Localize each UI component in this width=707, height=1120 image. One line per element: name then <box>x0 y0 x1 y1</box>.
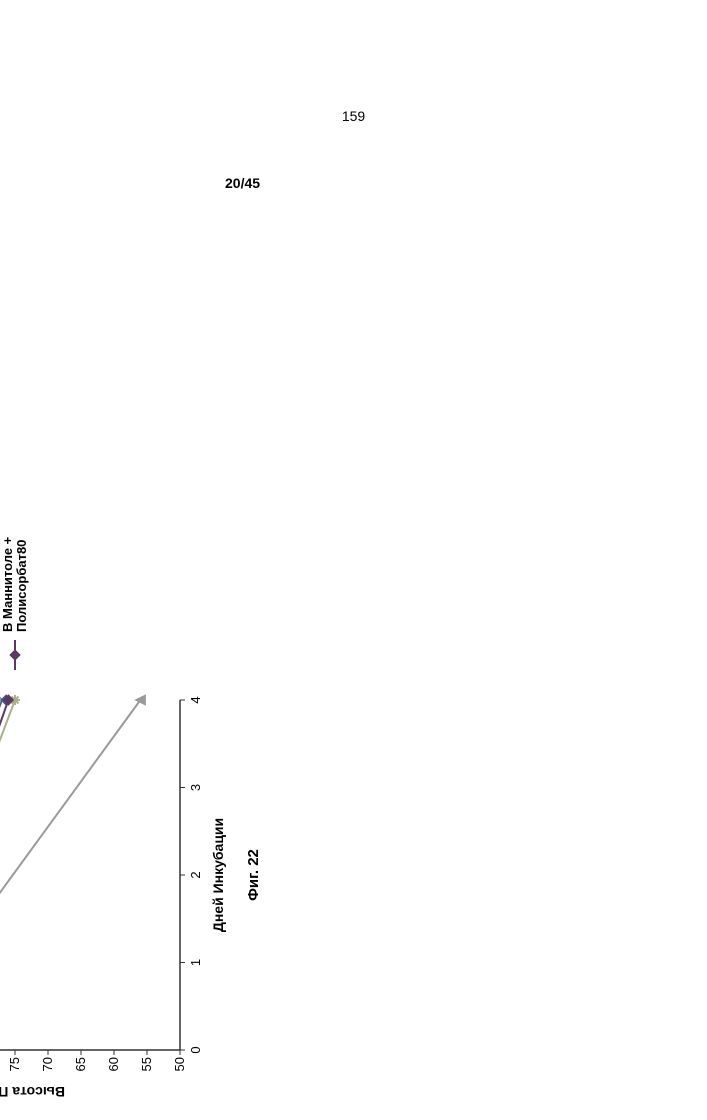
y-tick-label: 50 <box>172 1057 187 1095</box>
x-tick-label: 3 <box>188 778 203 798</box>
x-tick-label: 2 <box>188 865 203 885</box>
x-axis-label: Дней Инкубации <box>210 700 226 1050</box>
figure-caption: Фиг. 22 <box>245 700 262 1050</box>
y-tick-label: 55 <box>139 1057 154 1095</box>
x-tick-label: 0 <box>188 1040 203 1060</box>
legend-label: В Маннитоле +Полисорбат80 <box>1 537 30 632</box>
chart-rotated-wrap: 01234 50556065707580859095100 Дней Инкуб… <box>0 480 380 1120</box>
y-tick-label: 60 <box>106 1057 121 1095</box>
plot-svg <box>0 690 190 1120</box>
x-tick-label: 1 <box>188 953 203 973</box>
page-number: 159 <box>0 108 707 124</box>
page: 159 20/45 01234 50556065707580859095100 … <box>0 0 707 1000</box>
sub-header: 20/45 <box>225 175 260 191</box>
chart: 01234 50556065707580859095100 Дней Инкуб… <box>0 480 380 1120</box>
figure-area: 01234 50556065707580859095100 Дней Инкуб… <box>85 215 615 855</box>
legend-swatch <box>4 640 26 670</box>
x-tick-label: 4 <box>188 690 203 710</box>
legend-item: В Маннитоле +Полисорбат80 <box>4 537 26 670</box>
y-tick-label: 65 <box>73 1057 88 1095</box>
legend: Без ДобавокВ СахарозеВ МаннитолеВ Сахаро… <box>0 537 40 670</box>
y-axis-label: Высота Пика (%) <box>0 1084 65 1100</box>
